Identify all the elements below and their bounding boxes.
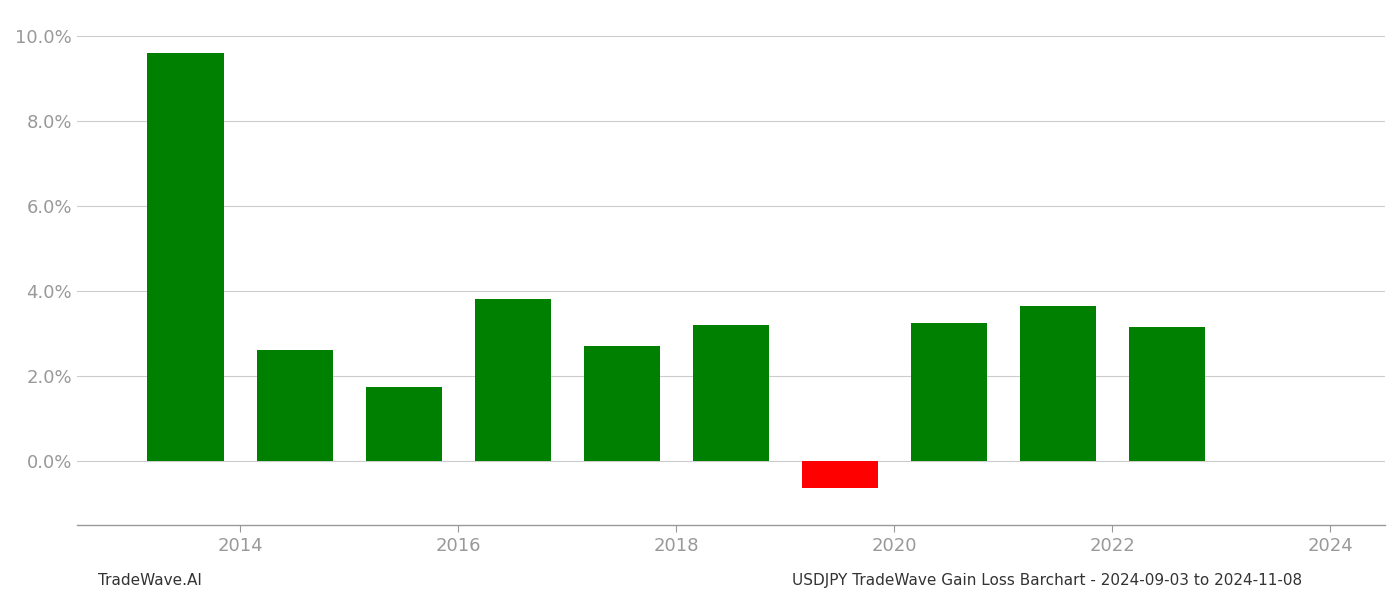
Bar <box>256 350 333 461</box>
Bar <box>1019 306 1096 461</box>
Text: USDJPY TradeWave Gain Loss Barchart - 2024-09-03 to 2024-11-08: USDJPY TradeWave Gain Loss Barchart - 20… <box>792 573 1302 588</box>
Bar <box>584 346 659 461</box>
Bar <box>802 461 878 488</box>
Bar <box>1128 328 1205 461</box>
Bar <box>147 53 224 461</box>
Bar <box>911 323 987 461</box>
Bar <box>475 299 552 461</box>
Bar <box>365 387 442 461</box>
Text: TradeWave.AI: TradeWave.AI <box>98 573 202 588</box>
Bar <box>693 325 769 461</box>
